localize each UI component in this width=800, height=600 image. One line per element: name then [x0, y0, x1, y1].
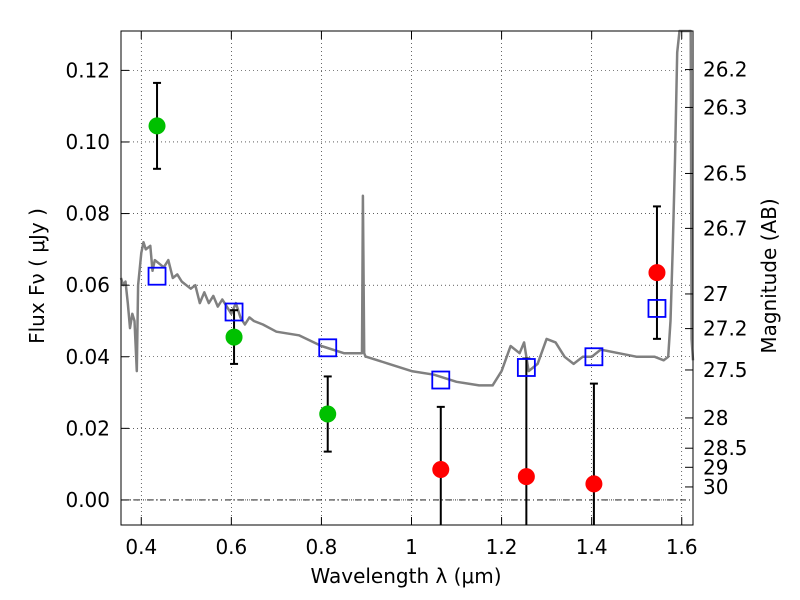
template-curve-layer [119, 29, 695, 387]
model-square [647, 299, 667, 318]
markers [147, 117, 667, 493]
x-tick-label: 0.6 [215, 535, 247, 559]
y2-tick-label: 28 [703, 406, 728, 430]
model-square [147, 266, 167, 286]
y-tick-label: 0.06 [65, 273, 110, 297]
y2-tick-label: 26.3 [703, 95, 748, 119]
grid [121, 31, 693, 525]
y-tick-label: 0.00 [65, 488, 110, 512]
red-observed-point [585, 475, 603, 493]
x-tick-label: 1.6 [666, 535, 698, 559]
y-axis-label: Flux Fν ( μJy ) [25, 208, 49, 344]
x-tick-label: 0.8 [306, 535, 338, 559]
x-axis-label: Wavelength λ (μm) [310, 564, 501, 588]
axis-ticks: 0.4 0.6 0.8 1 1.2 1.4 1.6 0.00 0.02 0.04 0.06 0.08 0… [65, 31, 748, 559]
x-tick-label: 1 [405, 535, 418, 559]
model-square [318, 338, 338, 358]
red-observed-point [517, 468, 535, 486]
y2-tick-label: 27.2 [703, 317, 748, 341]
model-square [584, 347, 604, 367]
y-tick-label: 0.08 [65, 202, 110, 226]
template-curve [119, 29, 695, 387]
y-tick-label: 0.10 [65, 130, 110, 154]
x-tick-label: 0.4 [125, 535, 157, 559]
x-tick-label: 1.2 [486, 535, 518, 559]
y2-tick-label: 28.5 [703, 436, 748, 460]
green-observed-point [319, 405, 337, 423]
red-observed-point [648, 264, 666, 282]
y2-tick-label: 30 [703, 475, 728, 499]
y2-tick-label: 27.5 [703, 358, 748, 382]
y-tick-label: 0.12 [65, 58, 110, 82]
y2-tick-label: 26.7 [703, 216, 748, 240]
y2-axis-label: Magnitude (AB) [757, 198, 781, 353]
red-observed-point [432, 461, 450, 479]
x-tick-label: 1.4 [576, 535, 608, 559]
y-tick-label: 0.04 [65, 345, 110, 369]
y2-tick-label: 29 [703, 455, 728, 479]
green-observed-point [148, 117, 166, 135]
y2-tick-label: 26.2 [703, 58, 748, 82]
model-square [516, 358, 536, 377]
y2-tick-label: 26.5 [703, 161, 748, 185]
y2-tick-label: 27 [703, 282, 728, 306]
plot-frame [120, 30, 694, 526]
model-square [431, 370, 451, 390]
y-tick-label: 0.02 [65, 416, 110, 440]
model-square [224, 302, 244, 322]
green-observed-point [225, 328, 243, 346]
